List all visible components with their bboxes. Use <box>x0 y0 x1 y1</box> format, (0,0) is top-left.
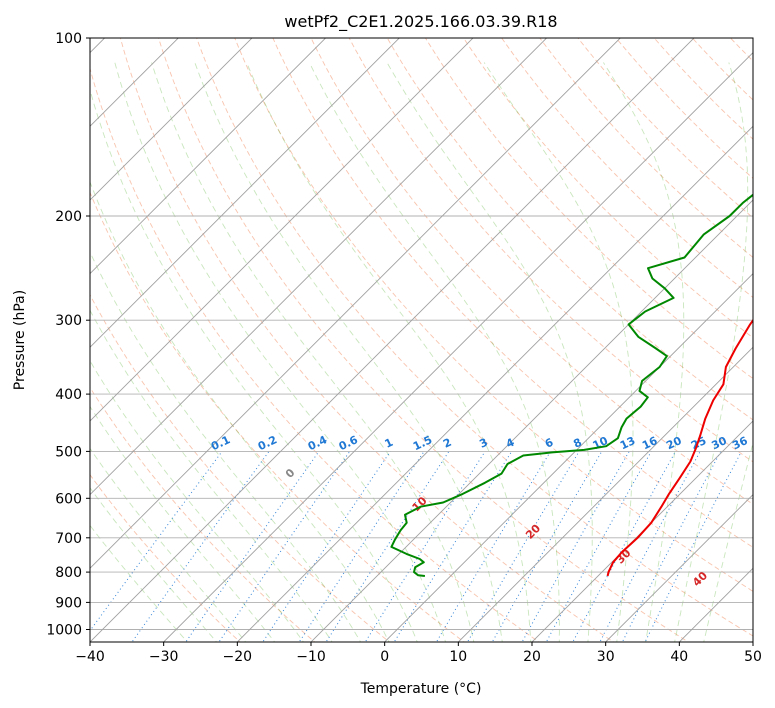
mixing-ratio-line <box>466 451 580 642</box>
y-tick-label: 700 <box>55 531 82 547</box>
dry-adiabat-line <box>119 38 615 642</box>
dry-adiabat-line <box>424 38 753 380</box>
chart-title: wetPf2_C2E1.2025.166.03.39.R18 <box>284 12 557 32</box>
y-tick-label: 200 <box>55 209 82 225</box>
mixing-ratio-line <box>298 451 425 642</box>
mixing-ratio-line <box>393 451 513 642</box>
moist-adiabat-line <box>386 62 593 642</box>
dry-adiabat-line <box>158 38 690 642</box>
plot-area: -100-90-80-70-60-50-40-30-20-10010203040… <box>90 38 753 642</box>
dry-adiabat-line <box>90 293 391 642</box>
mixing-ratio-label: 20 <box>664 434 684 452</box>
dry-adiabat-line <box>90 67 540 642</box>
moist-adiabat-line <box>90 251 362 642</box>
isotherm-gridline <box>162 51 753 642</box>
moist-adiabat-line <box>90 309 333 642</box>
isotherm-gridline <box>457 346 753 642</box>
dry-adiabat-line <box>615 38 753 179</box>
mixing-ratio-line <box>185 451 320 642</box>
axes: −40 −30 −20 −10 0 10 20 30 40 50 100 200 300 400 500 60… <box>46 31 762 665</box>
moist-adiabat-line <box>90 487 218 642</box>
isotherm-gridline <box>90 38 474 422</box>
mixing-ratio-line <box>364 451 486 642</box>
isotherm-gridline <box>90 38 621 569</box>
dewpoint-profile-line <box>390 193 753 577</box>
moist-adiabat-line <box>151 62 475 642</box>
mixing-ratio-line <box>90 451 223 632</box>
isotherm-gridline <box>90 38 548 496</box>
x-tick-label: 40 <box>670 649 688 665</box>
mixing-ratio-line <box>262 451 391 642</box>
isotherm-gridline <box>383 272 753 642</box>
moist-adiabat-line <box>90 447 247 642</box>
mixing-ratio-line <box>572 451 676 642</box>
moist-adiabat-line <box>674 62 749 642</box>
dry-adiabat-line <box>386 38 753 421</box>
isotherm-gridline <box>90 38 400 348</box>
moist-adiabat-line <box>483 62 634 642</box>
y-tick-label: 600 <box>55 491 82 507</box>
x-tick-label: 50 <box>744 649 762 665</box>
y-tick-label: 300 <box>55 313 82 329</box>
y-tick-label: 800 <box>55 565 82 581</box>
mixing-ratio-line <box>621 451 722 642</box>
x-tick-label: 10 <box>449 649 467 665</box>
dry-adiabat-line <box>348 38 753 463</box>
dry-adiabat-line <box>501 38 753 299</box>
y-tick-label: 400 <box>55 387 82 403</box>
dry-adiabat-line <box>90 191 465 642</box>
x-tick-label: 0 <box>380 649 389 665</box>
moist-adiabat-line <box>90 360 305 642</box>
isotherm-gridline <box>604 493 753 642</box>
x-tick-label: −30 <box>149 649 179 665</box>
dry-adiabat-line <box>539 38 753 258</box>
mixing-ratio-label: 30 <box>710 434 730 452</box>
dry-adiabat-line <box>272 38 753 548</box>
moist-adiabat-line <box>90 88 418 642</box>
moist-adiabat-line <box>90 405 276 642</box>
x-tick-label: −40 <box>75 649 105 665</box>
mixing-ratio-line <box>131 451 270 642</box>
moist-adiabat-line <box>90 180 390 642</box>
y-tick-label: 100 <box>55 31 82 47</box>
y-tick-label: 900 <box>55 595 82 611</box>
mixing-ratio-line <box>599 451 701 642</box>
dry-adiabat-line <box>196 38 753 637</box>
isotherm-gridline <box>90 38 327 275</box>
y-tick-label: 1000 <box>46 623 82 639</box>
dry-adiabat-line <box>462 38 753 339</box>
moist-adiabat-line <box>90 524 188 642</box>
mixing-ratio-label: 13 <box>618 434 637 452</box>
y-tick-label: 500 <box>55 444 82 460</box>
isotherm-gridline <box>90 38 253 201</box>
mixing-ratio-label: 25 <box>689 434 708 452</box>
y-axis-label: Pressure (hPa) <box>12 290 28 390</box>
x-axis-label: Temperature (°C) <box>360 681 482 697</box>
mixing-ratio-line <box>218 451 351 642</box>
isotherm-gridline <box>236 125 753 642</box>
x-tick-label: −20 <box>223 649 253 665</box>
x-tick-label: −10 <box>296 649 326 665</box>
x-tick-label: 30 <box>597 649 615 665</box>
mixing-ratio-line <box>325 451 450 642</box>
mixing-ratio-label: 16 <box>640 434 660 452</box>
isotherm-gridline <box>90 38 695 642</box>
mixing-ratio-label: 36 <box>730 434 750 452</box>
moist-adiabat-line <box>246 62 532 642</box>
temperature-profile-line <box>606 318 753 577</box>
moist-adiabat-line <box>703 441 753 642</box>
plot-frame <box>89 37 754 643</box>
dry-adiabat-line <box>234 38 753 592</box>
x-tick-label: 20 <box>523 649 541 665</box>
isotherm-gridline <box>310 199 753 642</box>
moist-adiabat-line <box>308 62 560 642</box>
